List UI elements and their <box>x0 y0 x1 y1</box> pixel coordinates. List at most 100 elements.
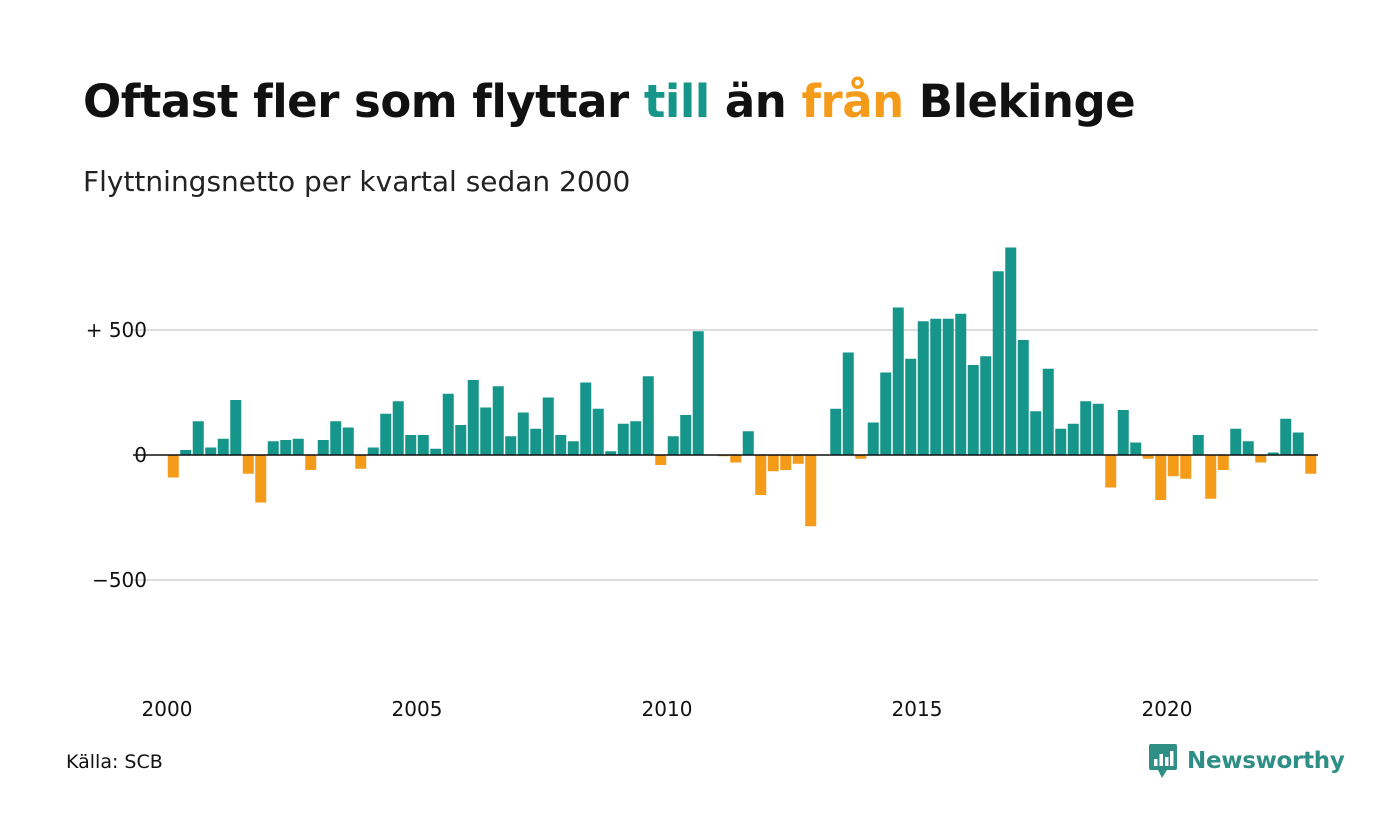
bar <box>867 422 879 455</box>
bar <box>1117 410 1129 455</box>
bar <box>467 380 479 455</box>
bar <box>992 271 1004 455</box>
x-tick-label: 2005 <box>392 697 443 721</box>
bar <box>492 386 504 455</box>
bar <box>1042 368 1054 455</box>
bar <box>892 307 904 455</box>
bar <box>1017 340 1029 455</box>
bar <box>1217 455 1229 470</box>
bar <box>380 413 392 455</box>
bar <box>680 415 692 455</box>
bar <box>1192 435 1204 455</box>
source-note: Källa: SCB <box>66 751 163 773</box>
x-tick-label: 2015 <box>892 697 943 721</box>
x-tick-label: 2020 <box>1142 697 1193 721</box>
bar <box>180 450 192 455</box>
bar <box>505 436 517 455</box>
bar <box>1280 418 1292 455</box>
bar <box>780 455 792 470</box>
bar <box>1205 455 1217 499</box>
bar <box>230 400 242 455</box>
title-part-2: än <box>709 75 802 128</box>
bar <box>1167 455 1179 477</box>
title-highlight-fran: från <box>801 75 904 128</box>
bar <box>1055 428 1067 455</box>
x-tick-label: 2000 <box>142 697 193 721</box>
bar <box>342 427 354 455</box>
bar <box>692 331 704 455</box>
bar <box>955 313 967 455</box>
brand-logo: Newsworthy <box>1148 742 1345 780</box>
bar <box>805 455 817 527</box>
bar <box>605 451 617 455</box>
bar <box>1242 441 1254 455</box>
bar <box>917 321 929 455</box>
bar <box>542 397 554 455</box>
bar <box>217 438 229 455</box>
bar <box>630 421 642 455</box>
bar <box>305 455 317 470</box>
y-tick-label: 0 <box>134 443 147 467</box>
bar <box>792 455 804 464</box>
bar <box>967 365 979 455</box>
bar <box>255 455 267 503</box>
bar-chart: + 500 0 −500 2000 2005 2010 2015 2020 <box>86 247 1318 721</box>
newsworthy-logo-icon <box>1149 744 1177 778</box>
bar <box>1180 455 1192 479</box>
bar <box>555 435 567 455</box>
bar <box>330 421 342 455</box>
bar <box>367 447 379 455</box>
bar <box>1030 411 1042 455</box>
bar <box>1067 423 1079 455</box>
bar <box>642 376 654 455</box>
bar <box>317 440 329 455</box>
bar <box>442 393 454 455</box>
title-part-1: Oftast fler som flyttar <box>83 75 644 128</box>
brand-name: Newsworthy <box>1187 748 1345 774</box>
bar <box>417 435 429 455</box>
chart-title: Oftast fler som flyttar till än från Ble… <box>83 72 1136 132</box>
x-axis-labels: 2000 2005 2010 2015 2020 <box>142 697 1193 721</box>
bar <box>280 440 292 455</box>
bar <box>592 408 604 455</box>
bar <box>455 425 467 455</box>
bar <box>730 455 742 463</box>
bar <box>355 455 367 469</box>
bar <box>292 438 304 455</box>
bar <box>617 423 629 455</box>
bar <box>1155 455 1167 500</box>
bar <box>1230 428 1242 455</box>
bar <box>242 455 254 474</box>
bar <box>1255 455 1267 463</box>
bar <box>767 455 779 472</box>
y-axis-labels: + 500 0 −500 <box>86 318 147 592</box>
bar <box>1130 442 1142 455</box>
bar <box>842 352 854 455</box>
bar <box>1142 455 1154 459</box>
bar <box>1292 432 1304 455</box>
bar <box>880 372 892 455</box>
bar <box>930 318 942 455</box>
bar <box>267 441 279 455</box>
bar <box>567 441 579 455</box>
bar <box>480 407 492 455</box>
bar <box>855 455 867 459</box>
bar <box>392 401 404 455</box>
bar <box>517 412 529 455</box>
bar <box>1080 401 1092 455</box>
bars <box>167 247 1317 527</box>
y-tick-label: + 500 <box>86 318 147 342</box>
bar <box>830 408 842 455</box>
bar <box>192 421 204 455</box>
bar <box>430 448 442 455</box>
bar <box>1092 403 1104 455</box>
title-highlight-till: till <box>643 75 710 128</box>
bar <box>580 382 592 455</box>
bar <box>167 455 179 478</box>
bar <box>942 318 954 455</box>
bar <box>980 356 992 455</box>
bar <box>742 431 754 455</box>
y-tick-label: −500 <box>92 568 147 592</box>
bar <box>1267 452 1279 455</box>
bar <box>530 428 542 455</box>
